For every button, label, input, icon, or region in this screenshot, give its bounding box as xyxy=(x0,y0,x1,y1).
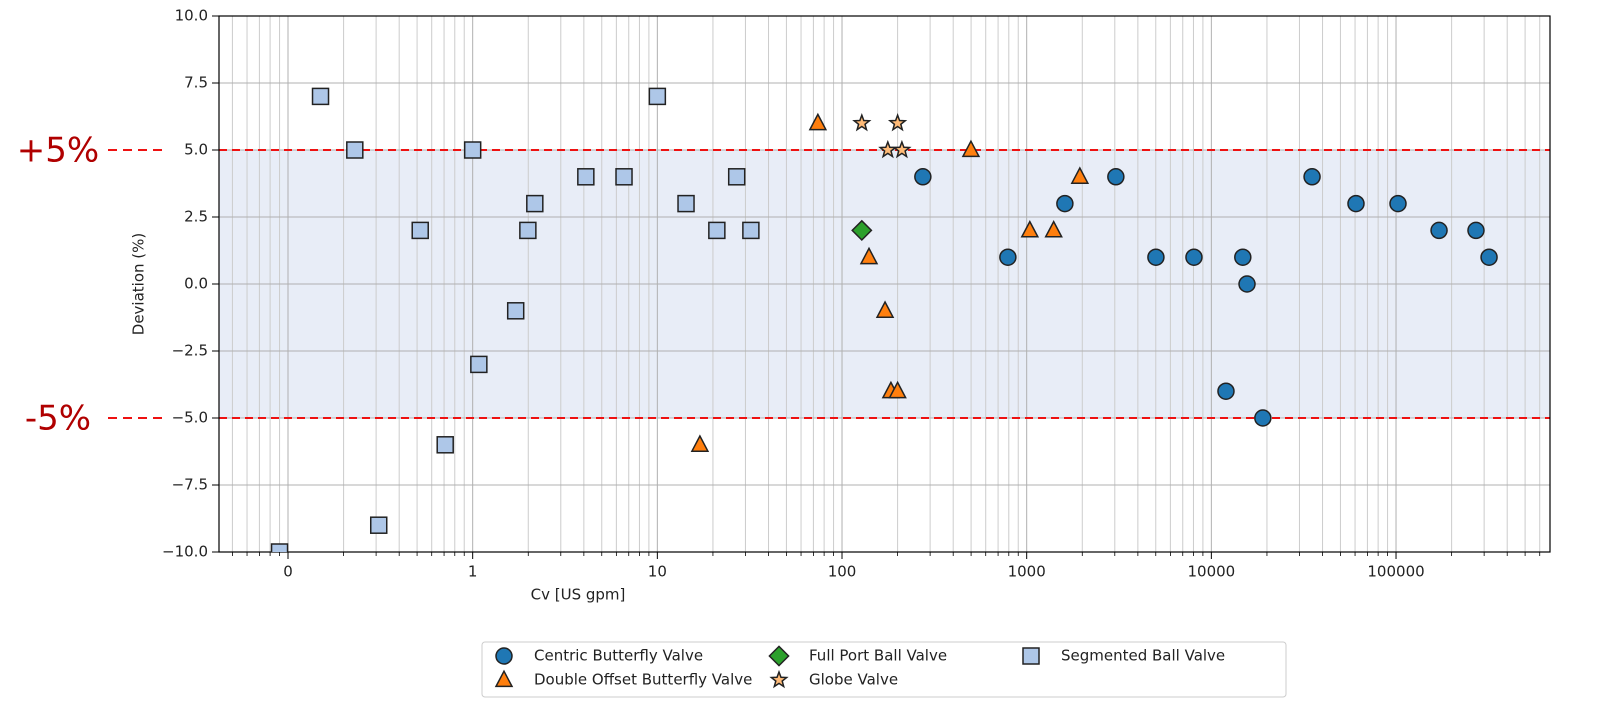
y-tick-label: 7.5 xyxy=(184,74,208,92)
x-tick-label: 10000 xyxy=(1187,563,1235,581)
point xyxy=(1107,168,1125,186)
point xyxy=(852,113,872,132)
point xyxy=(892,139,912,159)
point xyxy=(1480,248,1498,266)
point xyxy=(708,221,726,240)
y-tick-label: 5.0 xyxy=(184,141,208,159)
point xyxy=(875,300,895,318)
point xyxy=(1147,248,1165,266)
point xyxy=(1238,275,1256,293)
point xyxy=(648,87,667,106)
y-tick-label: 10.0 xyxy=(175,7,208,25)
x-tick-label: 1 xyxy=(468,563,478,581)
point xyxy=(495,647,513,665)
point xyxy=(519,221,537,240)
point xyxy=(1056,194,1074,213)
point xyxy=(1022,647,1040,665)
point xyxy=(436,436,454,454)
annotation: -5% xyxy=(25,399,91,439)
point xyxy=(270,543,289,552)
point xyxy=(1217,382,1235,400)
x-tick-label: 100000 xyxy=(1367,563,1424,581)
x-tick-label: 10 xyxy=(648,563,667,581)
point xyxy=(526,194,544,213)
point xyxy=(1430,221,1448,240)
y-axis-label: Deviation (%) xyxy=(130,233,148,335)
legend-label: Double Offset Butterfly Valve xyxy=(534,671,752,689)
x-axis-label: Cv [US gpm] xyxy=(531,586,626,604)
point xyxy=(463,141,482,159)
point xyxy=(727,168,746,186)
point xyxy=(411,221,429,240)
point xyxy=(808,112,828,131)
point xyxy=(494,669,514,688)
legend-label: Full Port Ball Valve xyxy=(809,647,947,665)
y-tick-label: 0.0 xyxy=(184,275,208,293)
point xyxy=(1254,409,1272,427)
point xyxy=(769,669,789,689)
legend-label: Globe Valve xyxy=(809,671,898,689)
point xyxy=(859,246,879,265)
annotation: +5% xyxy=(17,131,99,171)
y-tick-label: −2.5 xyxy=(172,342,208,360)
y-tick-label: −5.0 xyxy=(172,409,208,427)
legend-box xyxy=(481,641,1287,698)
point xyxy=(1044,219,1063,238)
legend-label: Centric Butterfly Valve xyxy=(534,647,703,665)
point xyxy=(961,139,981,158)
point xyxy=(1389,194,1407,213)
point xyxy=(888,380,907,399)
point xyxy=(1070,166,1090,184)
point xyxy=(470,355,488,374)
point xyxy=(851,219,873,242)
y-tick-label: 2.5 xyxy=(184,208,208,226)
point xyxy=(1185,248,1203,266)
point xyxy=(914,168,932,186)
point xyxy=(1303,168,1321,186)
point xyxy=(887,113,908,132)
point xyxy=(742,221,760,240)
points xyxy=(270,87,1498,552)
y-tick-label: −7.5 xyxy=(172,476,208,494)
x-tick-label: 0 xyxy=(283,563,293,581)
point xyxy=(1020,219,1040,238)
legend-label: Segmented Ball Valve xyxy=(1061,647,1225,665)
point xyxy=(768,645,790,667)
x-tick-label: 1000 xyxy=(1008,563,1046,581)
x-tick-label: 100 xyxy=(828,563,857,581)
point xyxy=(677,194,695,213)
plot-frame xyxy=(218,15,1551,553)
point xyxy=(369,516,388,534)
point xyxy=(615,168,633,186)
point xyxy=(346,141,364,159)
point xyxy=(1234,248,1252,266)
point xyxy=(1347,194,1365,213)
y-tick-label: −10.0 xyxy=(162,543,208,561)
point xyxy=(999,248,1017,266)
point xyxy=(506,302,525,320)
point xyxy=(1467,221,1485,240)
point xyxy=(577,168,595,186)
point xyxy=(690,434,710,452)
point xyxy=(311,87,330,106)
